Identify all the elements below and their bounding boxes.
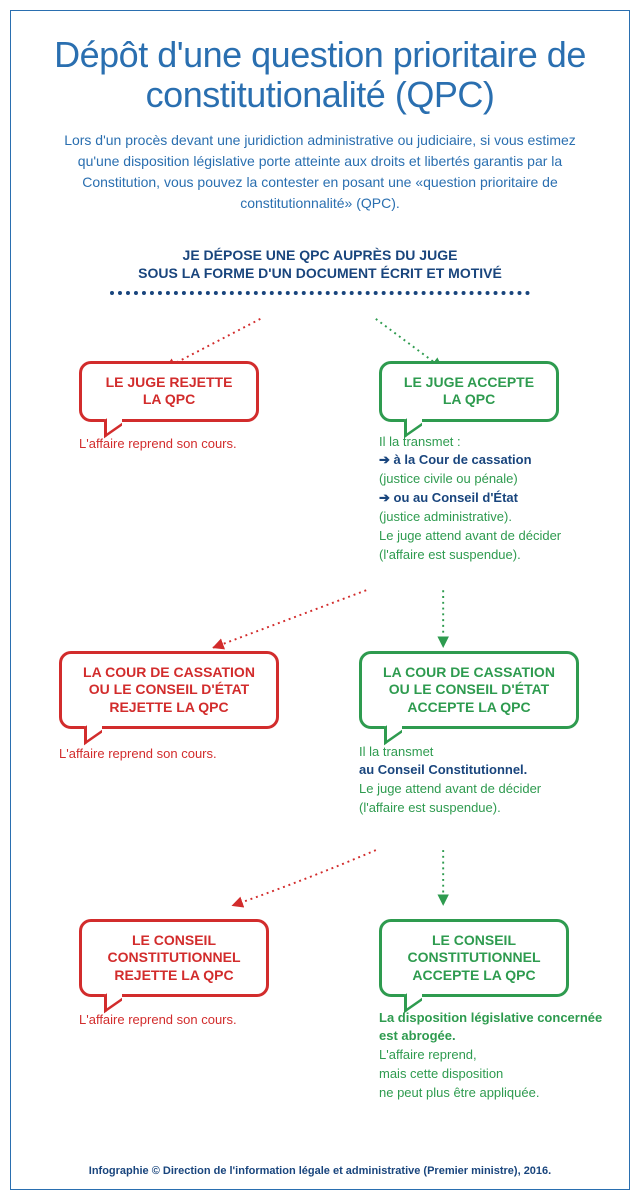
bubble-conseil-accepts: LE CONSEIL CONSTITUTIONNEL ACCEPTE LA QP… — [379, 919, 569, 998]
bubble-text: LE JUGE REJETTE LA QPC — [106, 374, 233, 408]
bubble-text: LA COUR DE CASSATION OU LE CONSEIL D'ÉTA… — [83, 664, 255, 715]
main-title: Dépôt d'une question prioritaire de cons… — [39, 35, 601, 114]
page-frame: Dépôt d'une question prioritaire de cons… — [10, 10, 630, 1190]
caption-conseil-rejects: L'affaire reprend son cours. — [79, 1011, 237, 1030]
bubble-text: LE CONSEIL CONSTITUTIONNEL ACCEPTE LA QP… — [408, 932, 541, 983]
start-heading: JE DÉPOSE UNE QPC AUPRÈS DU JUGE SOUS LA… — [39, 246, 601, 294]
flow-area: LE JUGE REJETTE LA QPC L'affaire reprend… — [39, 295, 601, 1155]
bubble-tail-icon — [84, 715, 102, 746]
bubble-judge-accepts: LE JUGE ACCEPTE LA QPC — [379, 361, 559, 422]
caption-cassation-rejects: L'affaire reprend son cours. — [59, 745, 217, 764]
bubble-cassation-rejects: LA COUR DE CASSATION OU LE CONSEIL D'ÉTA… — [59, 651, 279, 730]
bubble-cassation-accepts: LA COUR DE CASSATION OU LE CONSEIL D'ÉTA… — [359, 651, 579, 730]
bubble-tail-icon — [104, 407, 122, 438]
bubble-tail-icon — [384, 715, 402, 746]
caption-judge-accepts: Il la transmet : ➔ à la Cour de cassatio… — [379, 433, 609, 565]
caption-judge-rejects: L'affaire reprend son cours. — [79, 435, 237, 454]
bubble-text: LE CONSEIL CONSTITUTIONNEL REJETTE LA QP… — [108, 932, 241, 983]
start-line-2: SOUS LA FORME D'UN DOCUMENT ÉCRIT ET MOT… — [39, 264, 601, 282]
intro-text: Lors d'un procès devant une juridiction … — [49, 130, 591, 214]
start-line-1: JE DÉPOSE UNE QPC AUPRÈS DU JUGE — [39, 246, 601, 264]
bubble-text: LE JUGE ACCEPTE LA QPC — [404, 374, 534, 408]
bubble-text: LA COUR DE CASSATION OU LE CONSEIL D'ÉTA… — [383, 664, 555, 715]
caption-conseil-accepts: La disposition législative concernée est… — [379, 1009, 609, 1103]
credit-line: Infographie © Direction de l'information… — [11, 1165, 629, 1177]
bubble-tail-icon — [104, 983, 122, 1014]
bubble-judge-rejects: LE JUGE REJETTE LA QPC — [79, 361, 259, 422]
bubble-conseil-rejects: LE CONSEIL CONSTITUTIONNEL REJETTE LA QP… — [79, 919, 269, 998]
caption-cassation-accepts: Il la transmet au Conseil Constitutionne… — [359, 743, 589, 818]
